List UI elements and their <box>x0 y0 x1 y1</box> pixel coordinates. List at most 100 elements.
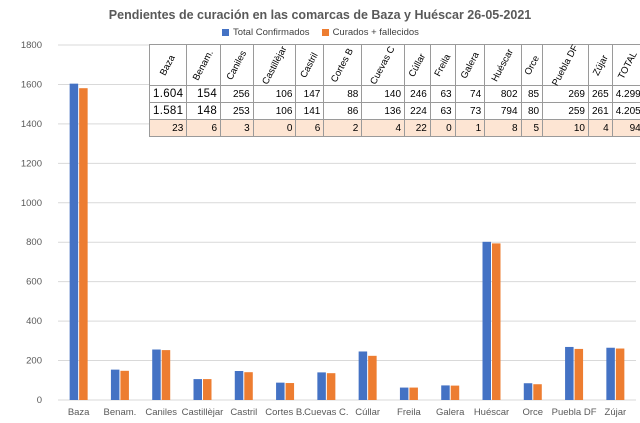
bar <box>482 241 491 400</box>
table-row-confirmados: 1.604 154 256 106 147 88 140 246 63 74 8… <box>148 85 640 103</box>
x-tick-label: Caniles <box>145 407 177 418</box>
bar <box>533 384 542 400</box>
table-cell: 141 <box>295 102 325 120</box>
bar <box>69 83 79 401</box>
x-tick-label: Galera <box>436 407 465 418</box>
table-header-row: Baza Benam. Caniles Castillèjar Castril … <box>148 43 640 87</box>
table-header-cell: Cortes B <box>323 44 363 86</box>
table-header-cell: Cúllar <box>404 44 431 86</box>
x-tick-label: Benam. <box>104 407 137 418</box>
y-tick-label: 600 <box>26 277 42 288</box>
bar <box>574 348 584 400</box>
table-cell: 63 <box>429 85 456 103</box>
x-tick-label: Baza <box>68 407 90 418</box>
legend-swatch-confirmados <box>222 29 229 36</box>
bar <box>523 383 533 400</box>
table-cell: 86 <box>323 102 363 120</box>
table-cell: 246 <box>404 85 431 103</box>
table-cell: 10 <box>542 119 589 137</box>
y-tick-label: 1200 <box>21 158 42 169</box>
bar <box>399 387 409 400</box>
table-cell: 147 <box>295 85 325 103</box>
table-header-cell: Baza <box>148 44 188 86</box>
table-header-cell: Caniles <box>220 44 254 86</box>
table-header-cell: Castillèjar <box>252 44 297 86</box>
table-cell: 106 <box>252 102 297 120</box>
bar <box>492 243 501 400</box>
table-header-cell: Zújar <box>588 44 613 86</box>
table-row-curados: 1.581 148 253 106 141 86 136 224 63 73 7… <box>148 102 640 120</box>
table-cell: 4 <box>588 119 613 137</box>
bar <box>606 347 615 400</box>
x-tick-label: Orce <box>522 407 543 418</box>
bar <box>110 369 120 400</box>
y-tick-label: 0 <box>37 395 42 406</box>
y-tick-label: 200 <box>26 356 42 367</box>
table-cell: 22 <box>404 119 431 137</box>
bar <box>79 88 88 401</box>
bar <box>193 379 202 400</box>
table-cell: 80 <box>520 102 544 120</box>
table-cell: 1.581 <box>148 102 188 120</box>
table-cell: 88 <box>323 85 363 103</box>
data-table: Baza Benam. Caniles Castillèjar Castril … <box>148 43 640 137</box>
x-tick-label: Puebla DF <box>552 407 597 418</box>
bar <box>565 346 574 400</box>
table-cell: 0 <box>429 119 456 137</box>
legend-item-confirmados: Total Confirmados <box>222 27 310 38</box>
x-tick-label: Huéscar <box>474 407 509 418</box>
legend-swatch-curados <box>321 29 329 36</box>
table-cell: 23 <box>148 119 188 137</box>
x-tick-label: Cuevas C. <box>304 407 348 418</box>
table-cell: 261 <box>588 102 613 120</box>
bar <box>285 383 295 400</box>
table-cell: 85 <box>520 85 544 103</box>
table-cell: 265 <box>588 85 613 103</box>
y-tick-label: 1600 <box>21 79 42 90</box>
y-tick-label: 1400 <box>21 119 42 130</box>
table-cell: 6 <box>295 119 325 137</box>
table-header-cell: Freila <box>429 44 456 86</box>
y-tick-label: 400 <box>26 316 42 327</box>
bar <box>441 385 450 400</box>
table-cell: 154 <box>186 85 222 103</box>
bar <box>368 355 377 400</box>
legend: Total Confirmados Curados + fallecidos <box>222 27 419 38</box>
bar <box>326 373 336 400</box>
bar <box>450 385 460 400</box>
table-cell: 4 <box>361 119 406 137</box>
chart-title: Pendientes de curación en las comarcas d… <box>108 8 532 22</box>
table-row-pendientes: 23 6 3 0 6 2 4 22 0 1 8 5 10 4 94 <box>148 119 640 137</box>
y-tick-label: 800 <box>26 237 42 248</box>
table-header-cell: Orce <box>520 44 544 86</box>
table-cell: 148 <box>186 102 222 120</box>
bar <box>203 379 212 400</box>
x-tick-label: Castillèjar <box>182 407 224 418</box>
bar <box>161 350 171 400</box>
table-cell: 5 <box>520 119 544 137</box>
table-cell: 256 <box>220 85 254 103</box>
table-cell: 94 <box>611 119 640 137</box>
bar <box>244 372 253 400</box>
table-cell: 106 <box>252 85 297 103</box>
legend-label-confirmados: Total Confirmados <box>233 27 310 38</box>
table-header-cell: Benam. <box>186 44 222 86</box>
x-tick-label: Cortes B. <box>265 407 305 418</box>
x-tick-label: Zújar <box>605 407 627 418</box>
table-cell: 4.205 <box>611 102 640 120</box>
table-cell: 253 <box>220 102 254 120</box>
legend-item-curados: Curados + fallecidos <box>321 27 419 38</box>
table-cell: 8 <box>484 119 522 137</box>
table-header-cell: TOTAL <box>611 44 640 86</box>
table-cell: 0 <box>252 119 297 137</box>
table-cell: 140 <box>361 85 406 103</box>
table-cell: 269 <box>542 85 589 103</box>
y-tick-label: 1000 <box>21 198 42 209</box>
table-cell: 224 <box>404 102 431 120</box>
table-cell: 1.604 <box>148 85 188 103</box>
table-cell: 259 <box>542 102 589 120</box>
table-cell: 1 <box>454 119 486 137</box>
bar <box>152 349 161 400</box>
bar <box>234 371 244 400</box>
x-tick-label: Castril <box>230 407 257 418</box>
